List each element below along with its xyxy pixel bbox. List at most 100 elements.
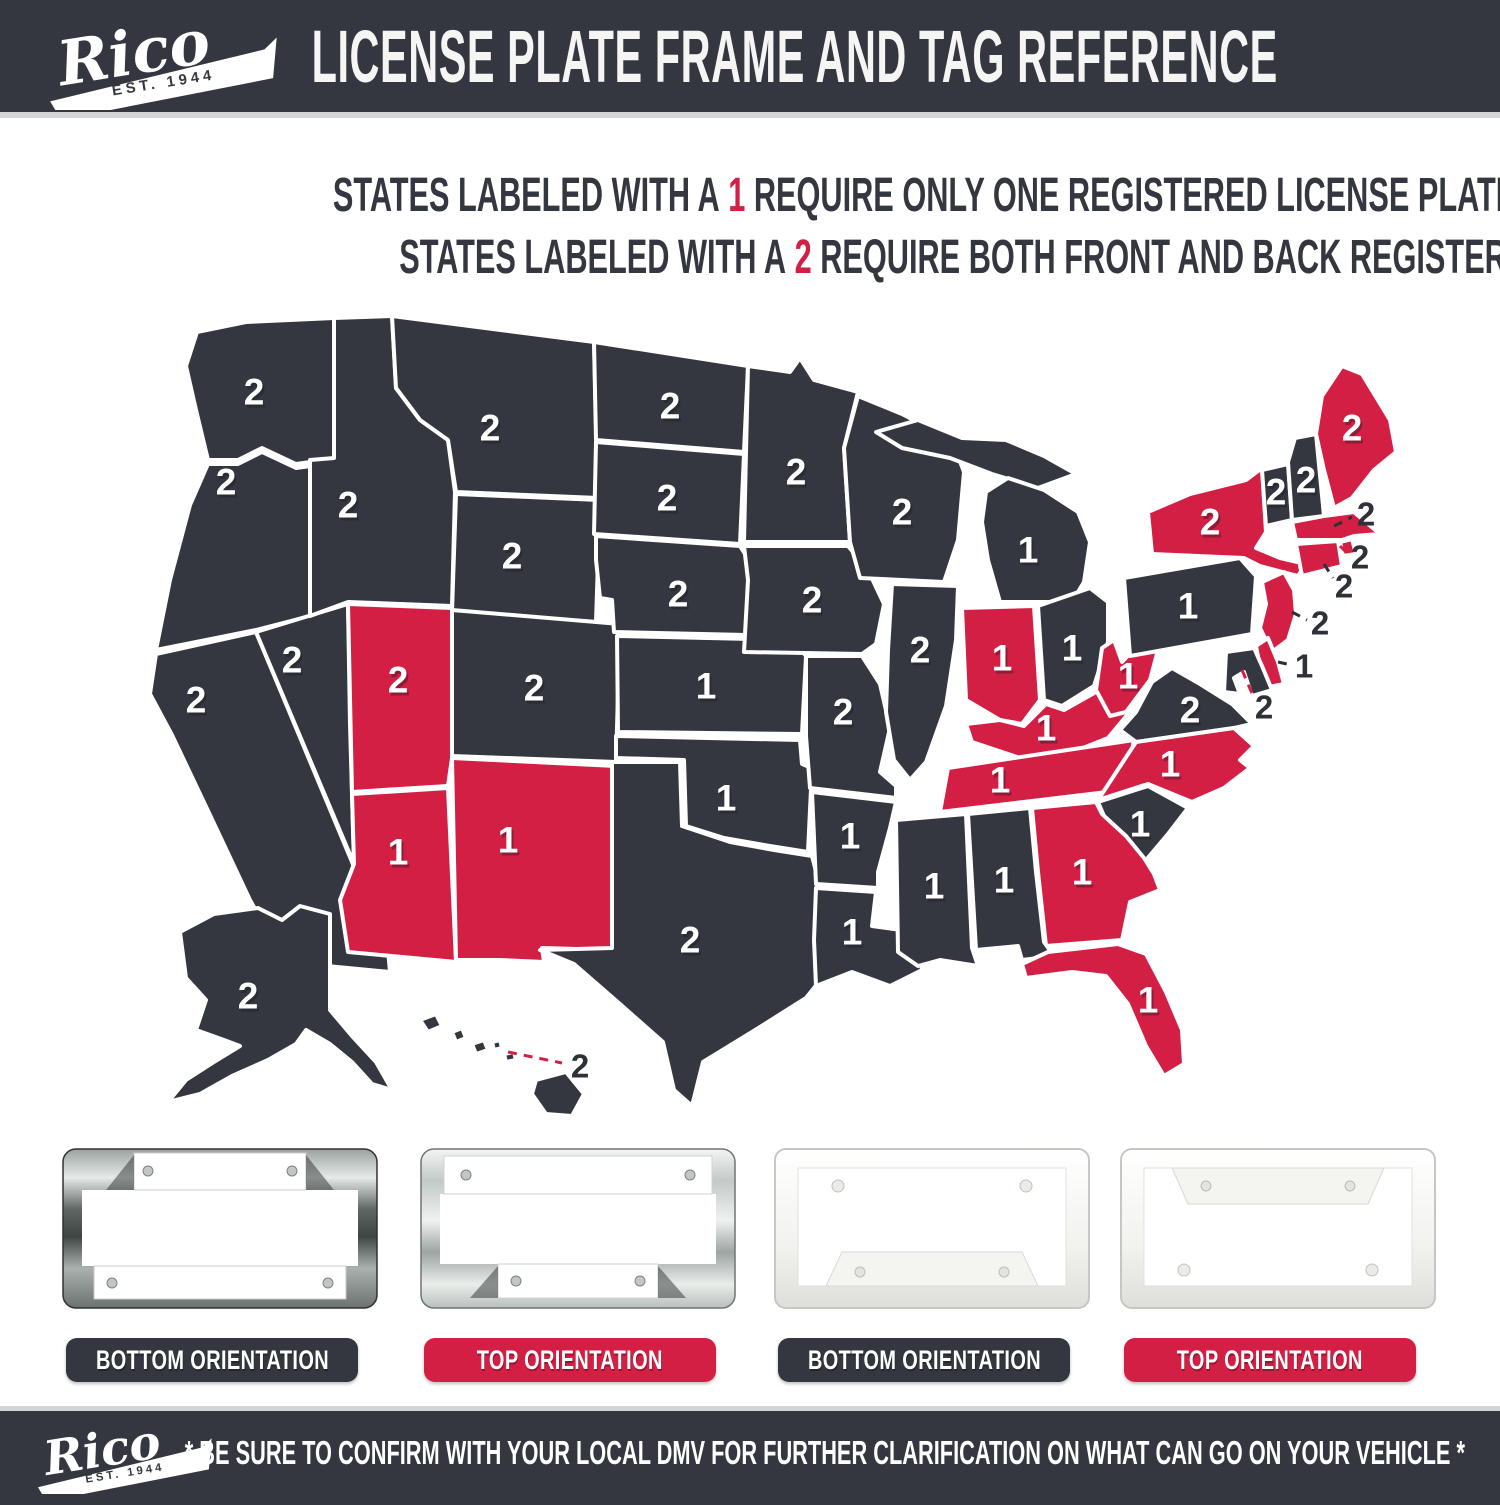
state-number-al: 1 bbox=[994, 860, 1015, 901]
footer-bar bbox=[0, 1406, 1500, 1505]
state-number-mn: 2 bbox=[786, 452, 807, 493]
state-ny bbox=[1146, 466, 1308, 578]
state-mo bbox=[804, 654, 898, 800]
state-number-nh: 2 bbox=[1296, 460, 1317, 501]
license-frame-plastic-top bbox=[1118, 1146, 1438, 1311]
state-number-wv: 1 bbox=[1118, 656, 1139, 697]
callout-numbers: 2 2 2 2 1 2 2 bbox=[571, 496, 1375, 1085]
legend-line-2: STATES LABELED WITH A 2 REQUIRE BOTH FRO… bbox=[0, 230, 1500, 285]
state-number-ky: 1 bbox=[1036, 708, 1057, 749]
callout-number-hi: 2 bbox=[571, 1048, 589, 1085]
state-number-mo: 2 bbox=[833, 692, 854, 733]
callout-line-ct bbox=[1322, 563, 1335, 579]
state-number-in: 1 bbox=[992, 638, 1013, 679]
state-number-sc: 1 bbox=[1130, 804, 1151, 845]
orientation-label-4: TOP ORIENTATION bbox=[1124, 1338, 1416, 1382]
state-ms bbox=[894, 812, 980, 968]
state-mn bbox=[742, 356, 860, 544]
callout-number-ct: 2 bbox=[1335, 568, 1353, 605]
legend-1-number: 1 bbox=[728, 169, 746, 222]
callout-line-ma bbox=[1333, 515, 1353, 528]
state-number-pa: 1 bbox=[1178, 586, 1199, 627]
state-ak bbox=[166, 904, 394, 1104]
license-frame-plastic-bottom bbox=[772, 1146, 1092, 1311]
callout-number-nj: 2 bbox=[1311, 605, 1329, 642]
state-number-il: 2 bbox=[910, 630, 931, 671]
header-bar: Rico EST. 1944 LICENSE PLATE FRAME AND T… bbox=[0, 0, 1500, 118]
state-nm bbox=[450, 756, 618, 964]
state-il bbox=[884, 582, 960, 782]
footer-note: * BE SURE TO CONFIRM WITH YOUR LOCAL DMV… bbox=[184, 1434, 1466, 1471]
state-number-ne: 2 bbox=[668, 574, 689, 615]
callout-line-ri bbox=[1338, 544, 1352, 558]
state-az bbox=[338, 786, 458, 964]
legend-line-1: STATES LABELED WITH A 1 REQUIRE ONLY ONE… bbox=[0, 168, 1500, 223]
callout-line-nj bbox=[1291, 610, 1308, 622]
rico-logo: Rico EST. 1944 bbox=[50, 6, 277, 110]
state-md bbox=[1222, 646, 1274, 698]
state-number-ca: 2 bbox=[186, 680, 207, 721]
state-ok bbox=[614, 734, 814, 854]
state-number-ut: 2 bbox=[388, 660, 409, 701]
state-number-co: 2 bbox=[524, 668, 545, 709]
page-title: LICENSE PLATE FRAME AND TAG REFERENCE bbox=[311, 14, 1279, 98]
callout-line-de bbox=[1277, 660, 1292, 667]
state-number-oh: 1 bbox=[1062, 628, 1083, 669]
state-number-la: 1 bbox=[842, 912, 863, 953]
state-nj bbox=[1258, 570, 1298, 654]
state-number-fl: 1 bbox=[1138, 980, 1159, 1021]
state-number-me: 2 bbox=[1342, 408, 1363, 449]
state-number-nm: 1 bbox=[498, 820, 519, 861]
state-number-ms: 1 bbox=[924, 866, 945, 907]
callout-number-ma: 2 bbox=[1357, 496, 1375, 533]
rico-logo-footer-banner bbox=[37, 1438, 212, 1494]
state-ar bbox=[810, 790, 898, 890]
orientation-label-2: TOP ORIENTATION bbox=[424, 1338, 716, 1382]
state-number-mi: 1 bbox=[1018, 530, 1039, 571]
state-mi bbox=[874, 418, 1092, 604]
state-wy bbox=[450, 492, 602, 624]
state-number-tx: 2 bbox=[680, 920, 701, 961]
state-la bbox=[812, 886, 924, 988]
state-number-wy: 2 bbox=[502, 536, 523, 577]
callout-number-md: 2 bbox=[1255, 689, 1273, 726]
state-me bbox=[1314, 364, 1398, 510]
legend-2-number: 2 bbox=[794, 231, 812, 284]
state-number-vt: 2 bbox=[1266, 472, 1287, 513]
state-number-mt: 2 bbox=[480, 408, 501, 449]
state-ut bbox=[346, 602, 454, 794]
state-number-tn: 1 bbox=[990, 760, 1011, 801]
callout-lines bbox=[507, 515, 1353, 1065]
state-ct bbox=[1294, 539, 1344, 578]
legend-1-pre: STATES LABELED WITH A bbox=[332, 169, 720, 222]
state-number-or: 2 bbox=[216, 462, 237, 503]
license-frame-chrome-bottom bbox=[60, 1146, 380, 1311]
license-frame-chrome-top bbox=[418, 1146, 738, 1311]
state-number-id: 2 bbox=[338, 485, 359, 526]
state-pa bbox=[1122, 556, 1258, 658]
state-nh bbox=[1286, 432, 1326, 522]
orientation-label-1: BOTTOM ORIENTATION bbox=[66, 1338, 358, 1382]
state-number-ks: 1 bbox=[696, 666, 717, 707]
state-number-va: 2 bbox=[1180, 690, 1201, 731]
state-number-nd: 2 bbox=[660, 386, 681, 427]
callout-number-ri: 2 bbox=[1351, 539, 1369, 576]
state-hi bbox=[418, 1012, 586, 1118]
state-number-ny: 2 bbox=[1200, 502, 1221, 543]
state-number-sd: 2 bbox=[657, 478, 678, 519]
state-fl bbox=[1020, 942, 1186, 1078]
orientation-label-3: BOTTOM ORIENTATION bbox=[778, 1338, 1070, 1382]
rico-logo-banner bbox=[50, 37, 277, 110]
state-number-ok: 1 bbox=[716, 778, 737, 819]
state-number-ga: 1 bbox=[1072, 852, 1093, 893]
state-wa bbox=[184, 316, 342, 466]
callout-number-de: 1 bbox=[1295, 648, 1313, 685]
state-number-wi: 2 bbox=[892, 492, 913, 533]
state-number-ar: 1 bbox=[840, 816, 861, 857]
rico-logo-footer: Rico EST. 1944 bbox=[37, 1414, 212, 1494]
legend-1-post: REQUIRE ONLY ONE REGISTERED LICENSE PLAT… bbox=[753, 169, 1500, 222]
